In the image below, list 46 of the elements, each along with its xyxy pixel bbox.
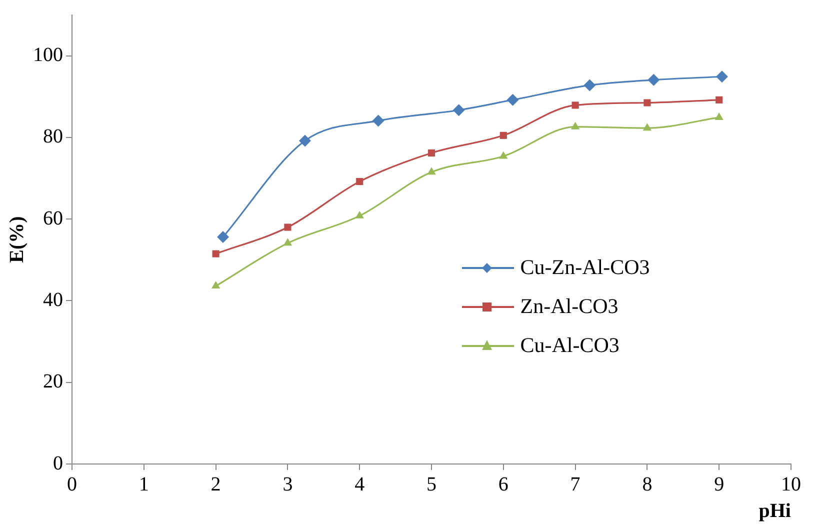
y-tick-label: 100 (33, 44, 63, 66)
point (644, 99, 651, 106)
point (642, 123, 652, 131)
point (716, 70, 728, 83)
y-tick-label: 20 (43, 370, 63, 393)
y-tick-label: 0 (53, 452, 63, 474)
point (452, 104, 465, 116)
point (572, 102, 579, 109)
point (500, 132, 507, 139)
x-tick-label: 4 (354, 473, 365, 496)
y-tick-label: 80 (43, 126, 63, 148)
point (428, 149, 436, 156)
y-axis-title: E(%) (6, 216, 28, 263)
point (648, 74, 660, 86)
x-tick-label: 8 (642, 473, 652, 496)
point (570, 122, 580, 130)
point (716, 96, 723, 104)
y-tick-label: 40 (43, 288, 63, 311)
point (211, 281, 220, 289)
point (212, 250, 220, 258)
point (427, 167, 436, 175)
x-tick-label: 6 (498, 473, 508, 496)
point (714, 112, 724, 120)
x-tick-label: 5 (426, 473, 436, 496)
x-tick-label: 0 (67, 473, 77, 496)
point (284, 224, 292, 231)
point (356, 178, 364, 186)
legend-label: Cu-Al-CO3 (520, 333, 620, 358)
point (216, 231, 229, 244)
point (372, 114, 384, 127)
point (283, 238, 292, 246)
legend-label: Cu-Zn-Al-CO3 (520, 255, 650, 280)
point (584, 79, 596, 92)
x-tick-label: 3 (282, 473, 293, 496)
x-axis-title: pHi (758, 500, 792, 522)
x-tick-label: 1 (138, 473, 149, 496)
x-tick-label: 7 (570, 473, 580, 496)
y-tick-label: 60 (43, 207, 63, 230)
point (499, 151, 508, 159)
legend-label: Zn-Al-CO3 (520, 294, 618, 320)
x-tick-label: 9 (714, 473, 724, 496)
x-tick-label: 2 (210, 473, 221, 496)
point (355, 210, 364, 218)
point (506, 94, 519, 106)
x-tick-label: 10 (781, 473, 801, 496)
point (298, 134, 311, 147)
